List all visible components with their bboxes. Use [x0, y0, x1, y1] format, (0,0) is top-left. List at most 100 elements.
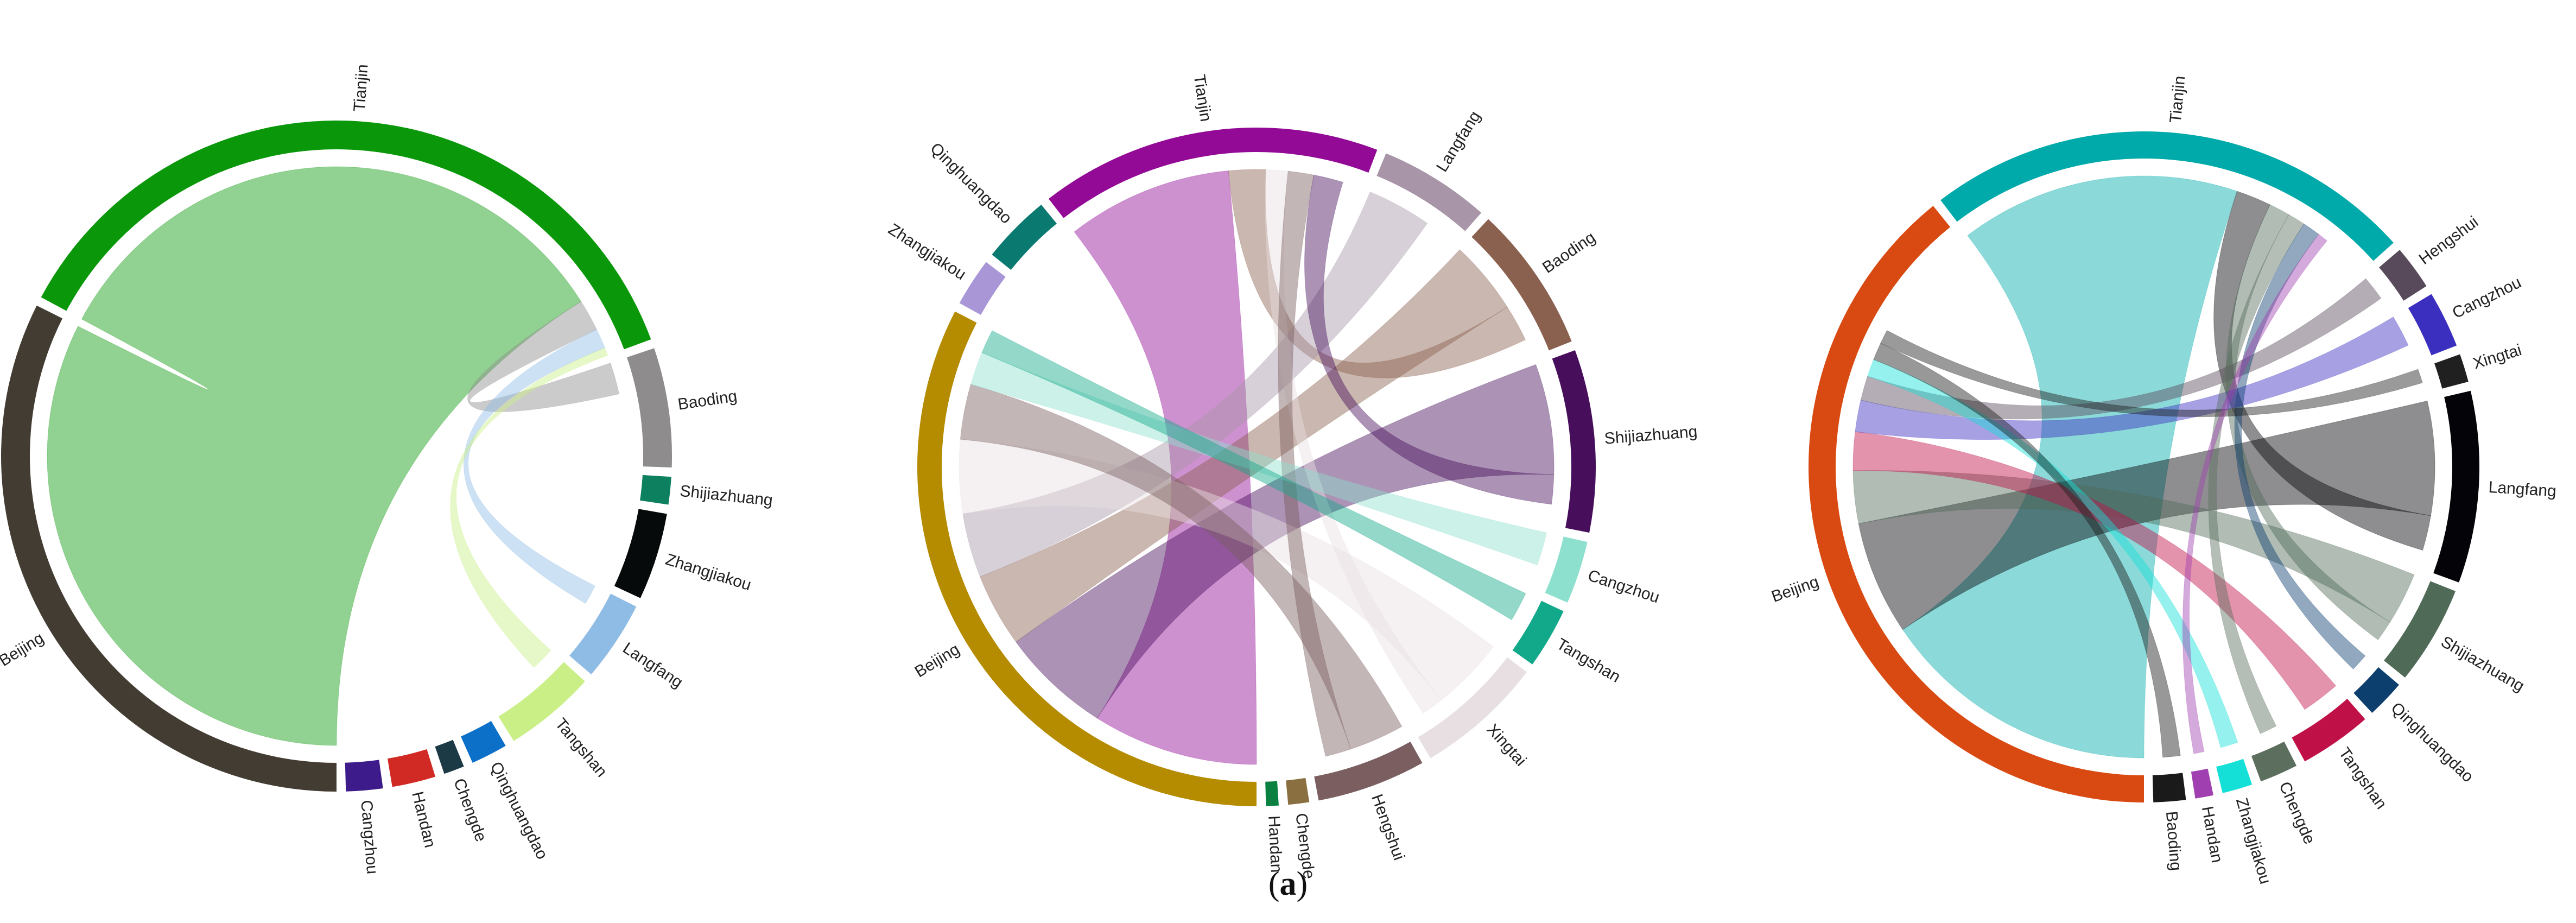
ribbon-chengde-to-tianjin [2208, 214, 2305, 735]
ribbons [959, 169, 1555, 765]
ribbon-baoding-to-beijing [980, 249, 1508, 643]
figure-caption: (a) [1268, 865, 1308, 902]
ribbon-tianjin-to-beijing [1074, 170, 1257, 765]
caption-open: ( [1268, 865, 1280, 902]
ribbon-xingtai-to-beijing [959, 439, 1494, 701]
ribbon-zhangjiakou-to-beijing [1867, 359, 2238, 748]
arc-beijing [917, 311, 1257, 806]
ribbon-tianjin-to-beijing [47, 166, 582, 746]
label-cangzhou: Cangzhou [2450, 274, 2524, 323]
arc-zhangjiakou [614, 509, 667, 598]
arc-chengde [1286, 777, 1310, 805]
arc-xingtai [2434, 354, 2469, 389]
arc-langfang [2433, 390, 2480, 583]
label-langfang: Langfang [619, 639, 686, 692]
label-tangshan: Tangshan [2335, 744, 2390, 813]
chord-diagram-1: Beijing Tianjin Baoding Shijiazhuang Zhangji… [0, 64, 773, 875]
arc-qinghuangdao [2353, 667, 2399, 713]
label-xingtai: Xingtai [2471, 341, 2523, 373]
ribbon-langfang-to-tianjin [2213, 191, 2432, 551]
caption-letter: a [1280, 865, 1297, 902]
arc-tangshan [1512, 600, 1564, 665]
label-shijiazhuang: Shijiazhuang [2438, 633, 2527, 695]
ribbon-cangzhou-to-beijing [970, 352, 1547, 566]
ribbon-baoding-to-beijing [1873, 343, 2181, 758]
arc-tianjin [1940, 131, 2394, 261]
label-baoding: Baoding [677, 387, 739, 414]
label-handan: Handan [1265, 815, 1285, 873]
ribbon-xingtai-to-beijing [1880, 330, 2423, 418]
arc-tangshan [498, 662, 585, 741]
ribbon-tianjin-to-beijing [1902, 175, 2238, 758]
arc-beijing [1, 305, 337, 792]
label-zhangjiakou: Zhangjiakou [2232, 796, 2274, 886]
arc-zhangjiakou [959, 262, 1006, 315]
arc-tianjin [1048, 127, 1378, 218]
ribbon-shijiazhuang-to-tianjin [1304, 174, 1555, 505]
label-shijiazhuang: Shijiazhuang [1604, 422, 1698, 447]
ribbon-hengshui-to-tianjin [1278, 170, 1352, 757]
label-qinghuangdao: Qinghuangdao [927, 140, 1015, 227]
arc-qinghuangdao [461, 720, 506, 763]
arc-hengshui [1314, 741, 1423, 801]
arc-qinghuangdao [992, 204, 1057, 270]
label-tianjin: Tianjin [351, 64, 372, 112]
arc-cangzhou [1545, 536, 1588, 603]
arc-hengshui [2379, 250, 2427, 301]
ribbon-tangshan-to-beijing [981, 330, 1526, 621]
label-shijiazhuang: Shijiazhuang [679, 482, 773, 510]
label-langfang: Langfang [1433, 108, 1484, 175]
ribbon-cangzhou-to-beijing [1855, 317, 2409, 440]
arc-xingtai [1418, 657, 1527, 758]
label-tianjin: Tianjin [1190, 73, 1215, 123]
label-handan: Handan [2198, 805, 2226, 864]
arc-cangzhou [2408, 294, 2457, 356]
arc-baoding [2152, 773, 2186, 802]
label-cangzhou: Cangzhou [357, 799, 381, 875]
ribbon-shijiazhuang-to-beijing [1016, 364, 1555, 719]
arc-chengde [2251, 741, 2297, 782]
arc-chengde [435, 739, 464, 774]
ribbon-langfang-to-beijing [962, 191, 1428, 577]
label-beijing: Beijing [0, 629, 47, 670]
label-langfang: Langfang [2488, 478, 2557, 501]
caption-close: ) [1297, 865, 1308, 902]
ribbon-shijiazhuang-to-tianjin [2225, 204, 2391, 641]
ribbon-handan-to-tianjin [2182, 233, 2327, 754]
ribbon-baoding-to-tianjin [467, 301, 620, 412]
arc-handan [2191, 768, 2213, 799]
label-handan: Handan [408, 790, 439, 850]
label-baoding: Baoding [1539, 229, 1599, 277]
ribbon-tangshan-to-beijing [1852, 431, 2337, 710]
label-beijing: Beijing [912, 640, 963, 681]
label-beijing: Beijing [1769, 573, 1821, 606]
ribbon-langfang-to-tianjin [463, 329, 606, 604]
label-chengde: Chengde [450, 776, 490, 844]
arc-langfang [1376, 153, 1482, 231]
label-zhangjiakou: Zhangjiakou [885, 220, 969, 284]
arc-handan [1265, 781, 1279, 806]
label-cangzhou: Cangzhou [1585, 566, 1661, 606]
arc-zhangjiakou [2216, 758, 2253, 793]
label-xingtai: Xingtai [1483, 720, 1530, 769]
chord-diagram-3: Beijing Tianjin Hengshui Cangzhou Xingtai Lan… [1769, 75, 2556, 886]
label-hengshui: Hengshui [2416, 213, 2482, 268]
ribbon-tangshan-to-tianjin [450, 347, 608, 668]
ribbons [1852, 175, 2435, 758]
ribbon-langfang-to-beijing [1858, 400, 2435, 630]
label-baoding: Baoding [2162, 811, 2185, 871]
label-qinghuangdao: Qinghuangdao [486, 759, 551, 862]
arc-shijiazhuang [2384, 581, 2456, 678]
ribbons [47, 166, 620, 746]
arc-cangzhou [345, 760, 383, 792]
ribbon-qinghuangdao-to-tianjin [2234, 223, 2366, 670]
label-qinghuangdao: Qinghuangdao [2388, 699, 2477, 786]
arc-langfang [569, 593, 637, 675]
label-tangshan: Tangshan [1553, 635, 1623, 686]
ribbon-xingtai-to-tianjin [1265, 169, 1442, 714]
arc-tianjin [41, 120, 651, 350]
ribbon-baoding-to-tianjin [1228, 169, 1526, 378]
ribbon-hengshui-to-beijing [960, 384, 1403, 750]
